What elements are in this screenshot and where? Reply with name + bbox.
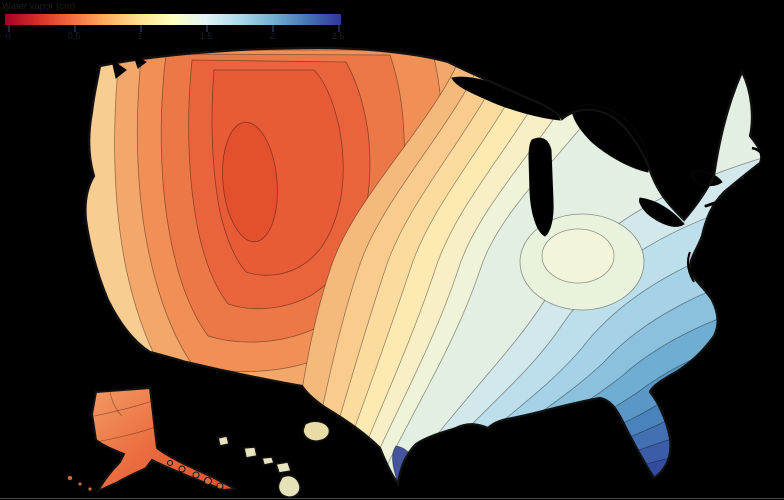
lake-ontario <box>691 171 723 187</box>
long-island <box>704 192 742 208</box>
colorbar-tick-label: 2.5 <box>331 31 345 41</box>
colorbar-legend: Water vapor (cm) 0 0.5 1 1.5 2 2.5 <box>0 0 360 46</box>
puget-inlet <box>133 55 147 69</box>
lake-huron <box>571 104 649 173</box>
coastline-details <box>111 55 764 283</box>
colorbar-tick <box>74 25 76 32</box>
lake-michigan <box>528 137 554 237</box>
colorbar <box>5 14 341 25</box>
lake-erie <box>639 197 685 227</box>
hawaii-inset <box>217 420 331 498</box>
puget-sound <box>111 58 127 79</box>
colorbar-tick-label: 1 <box>137 31 143 41</box>
alaska-inset <box>67 386 239 494</box>
colorbar-tick <box>8 25 10 32</box>
pocket-inner <box>541 228 615 284</box>
island-oahu <box>243 446 258 459</box>
colorbar-tick <box>272 25 274 32</box>
colorbar-tick <box>338 25 340 32</box>
colorbar-tick <box>206 25 208 32</box>
contour-low-core <box>222 121 278 243</box>
aleutian-islands <box>67 460 224 492</box>
colorbar-tick-label: 0.5 <box>67 31 81 41</box>
colorbar-tick-label: 1.5 <box>199 31 213 41</box>
colorbar-tick-label: 0 <box>5 31 11 41</box>
delaware-bay <box>697 247 704 281</box>
colorbar-tick <box>140 25 142 32</box>
island-hawaii-big <box>277 474 301 498</box>
island-molokai <box>260 456 276 466</box>
colorbar-tick-label: 2 <box>269 31 275 41</box>
island-kauai <box>217 435 230 447</box>
island-maui <box>274 461 293 474</box>
cape-cod <box>751 146 764 167</box>
island-niihau-blob <box>302 420 331 442</box>
legend-title: Water vapor (cm) <box>2 1 76 12</box>
chesapeake-bay <box>686 251 695 283</box>
conus-outline <box>84 46 763 488</box>
bottom-frame-line <box>0 497 784 499</box>
